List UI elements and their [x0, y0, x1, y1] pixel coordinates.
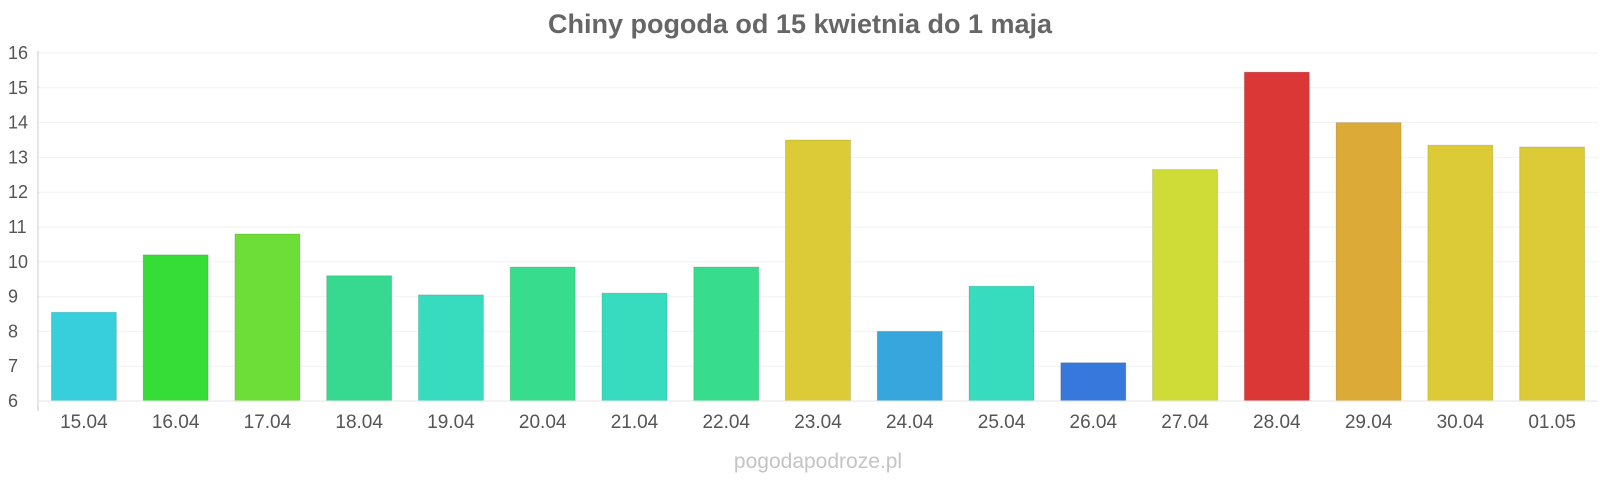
bar-21.04 [601, 292, 668, 402]
watermark-text: pogodapodroze.pl [734, 450, 902, 473]
bar-18.04 [326, 275, 393, 402]
bar-25.04 [968, 285, 1035, 402]
x-tick-label: 23.04 [794, 412, 842, 433]
x-tick-label: 19.04 [427, 412, 475, 433]
y-tick-label: 12 [8, 182, 28, 202]
y-tick-label: 8 [8, 321, 18, 341]
x-tick-label: 25.04 [978, 412, 1026, 433]
bars [50, 71, 1586, 402]
y-tick-label: 15 [8, 78, 28, 98]
y-tick-label: 6 [8, 391, 18, 411]
x-tick-label: 28.04 [1253, 412, 1301, 433]
x-tick-label: 29.04 [1345, 412, 1393, 433]
x-tick-label: 20.04 [519, 412, 567, 433]
y-tick-label: 10 [8, 252, 28, 272]
x-tick-label: 01.05 [1528, 412, 1576, 433]
bar-20.04 [509, 266, 576, 402]
bar-22.04 [693, 266, 760, 402]
x-tick-label: 24.04 [886, 412, 934, 433]
x-tick-label: 17.04 [244, 412, 292, 433]
x-tick-label: 18.04 [335, 412, 383, 433]
bar-28.04 [1243, 71, 1310, 402]
x-tick-label: 15.04 [60, 412, 108, 433]
x-tick-label: 27.04 [1161, 412, 1209, 433]
bar-19.04 [417, 294, 484, 402]
axes [37, 51, 1598, 411]
y-tick-label: 7 [8, 356, 18, 376]
y-tick-label: 13 [8, 147, 28, 167]
bar-01.05 [1519, 146, 1586, 402]
bar-17.04 [234, 233, 301, 402]
x-tick-label: 30.04 [1437, 412, 1485, 433]
y-tick-label: 9 [8, 287, 18, 307]
x-tick-label: 26.04 [1070, 412, 1118, 433]
chart-title: Chiny pogoda od 15 kwietnia do 1 maja [548, 9, 1053, 39]
bar-26.04 [1060, 362, 1127, 402]
bar-24.04 [876, 330, 943, 402]
y-tick-label: 11 [8, 217, 27, 237]
x-tick-label: 21.04 [611, 412, 659, 433]
bar-15.04 [50, 311, 117, 402]
x-axis-ticks: 15.04 16.04 17.04 18.04 19.04 20.04 21.04 22.04… [60, 412, 1576, 433]
bar-16.04 [142, 254, 209, 402]
bar-27.04 [1152, 169, 1219, 402]
x-tick-label: 16.04 [152, 412, 200, 433]
bar-23.04 [785, 139, 851, 402]
y-tick-label: 16 [8, 43, 28, 63]
bar-29.04 [1335, 122, 1402, 402]
y-axis-ticks: 6 7 8 9 10 11 12 13 14 15 16 [8, 43, 28, 411]
bar-30.04 [1427, 144, 1494, 402]
y-tick-label: 14 [8, 113, 28, 133]
x-tick-label: 22.04 [702, 412, 750, 433]
